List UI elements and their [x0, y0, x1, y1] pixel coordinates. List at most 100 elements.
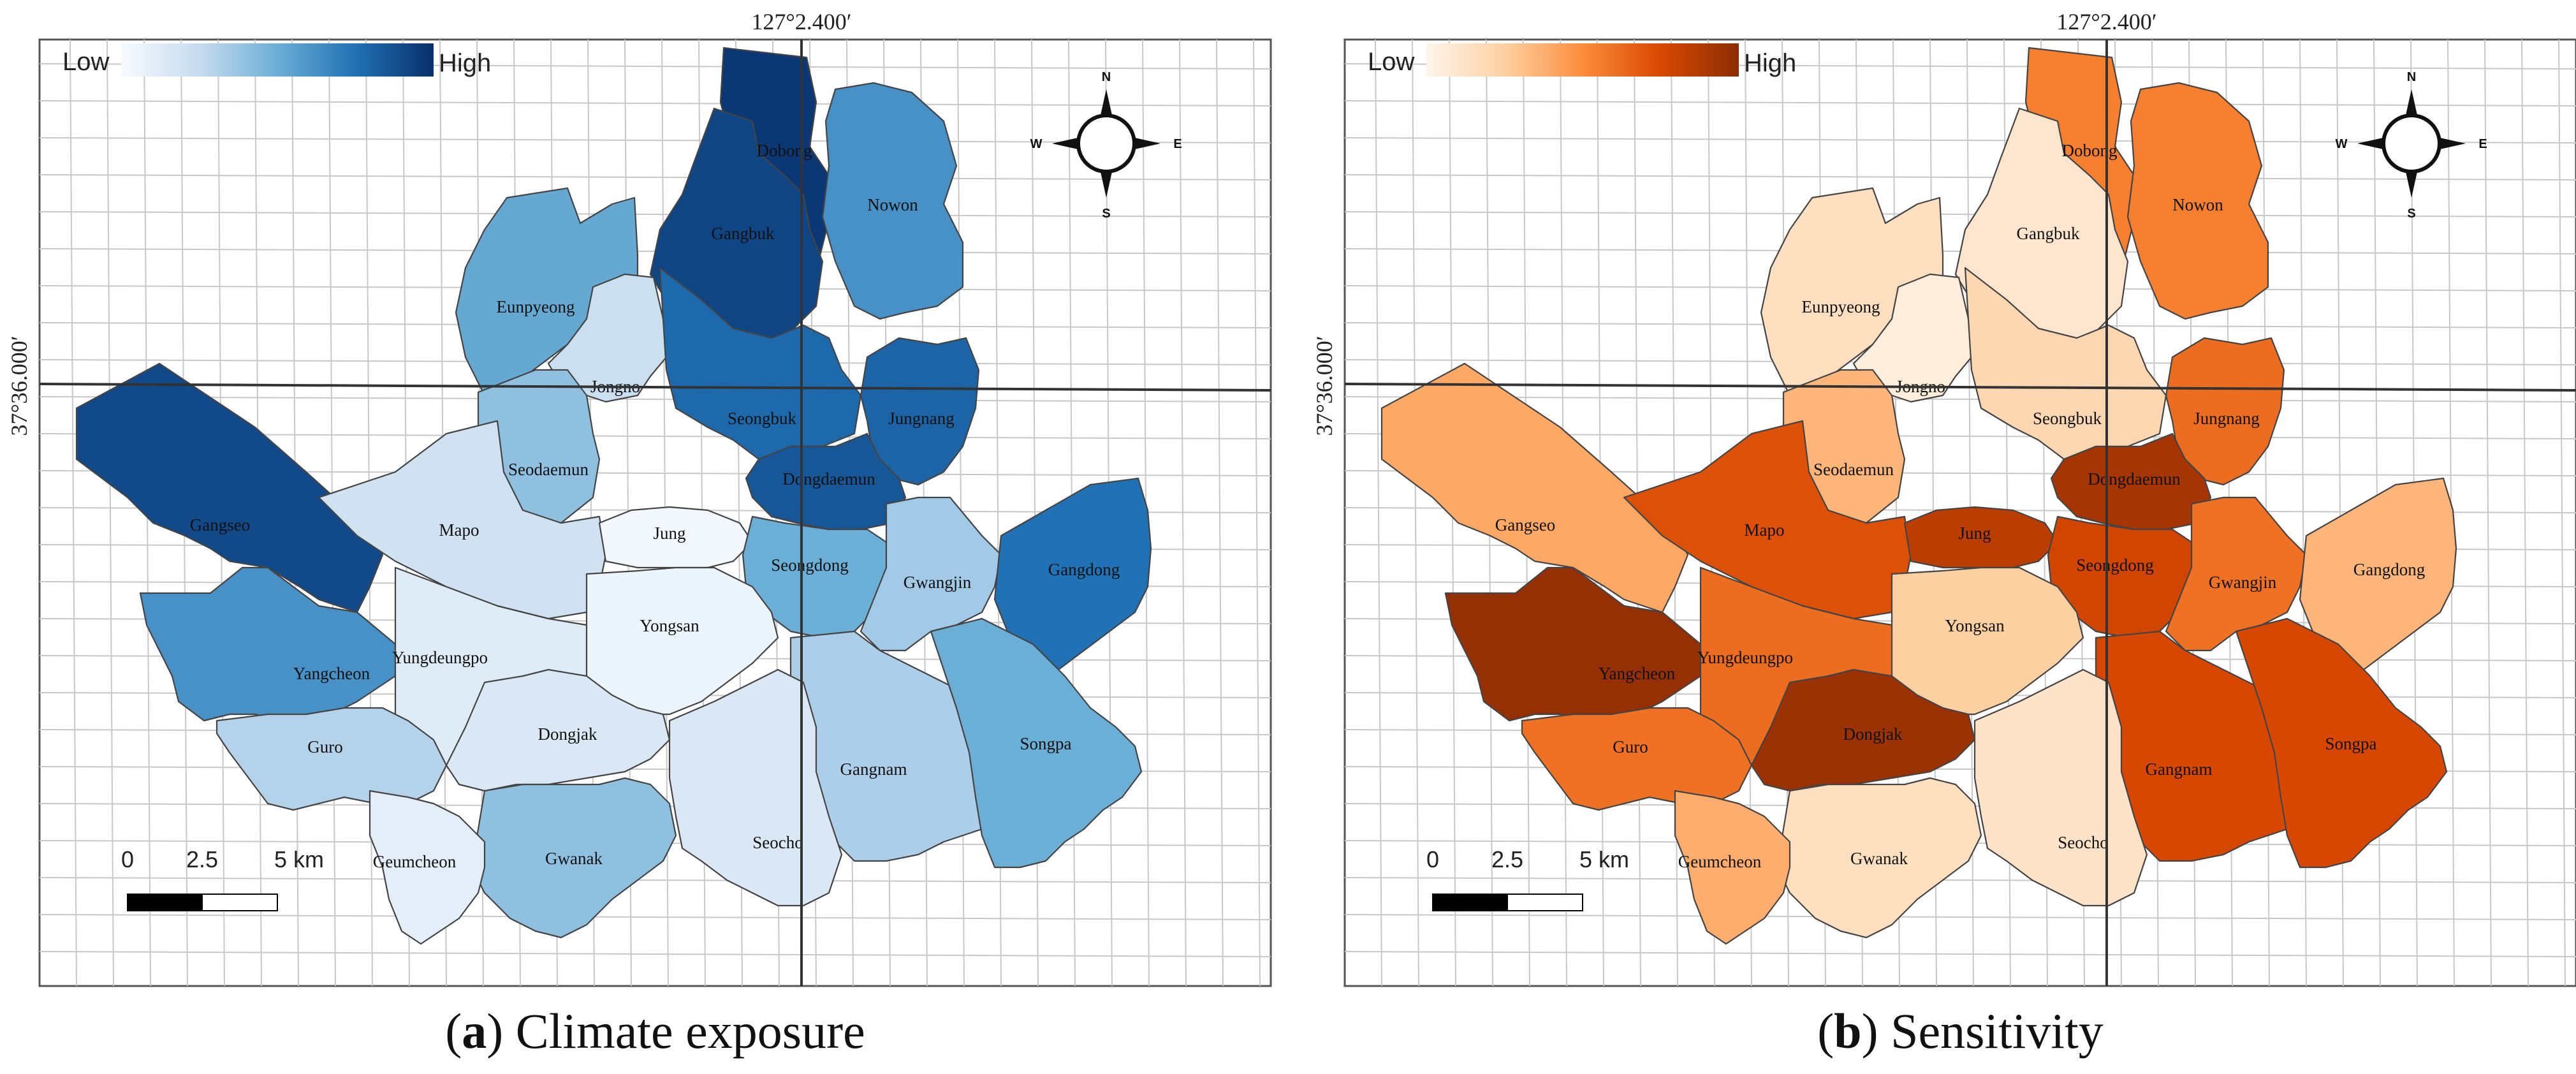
district-gwanak	[471, 777, 677, 939]
reference-lines	[1344, 40, 2576, 986]
map-canvas: DobongGangbukNowonEunpyeongJongnoSeongbu…	[6, 9, 1272, 987]
district-jongno	[1852, 273, 1973, 403]
scale-tick-label: 0	[121, 846, 134, 872]
district-label-mapo: Mapo	[1745, 520, 1785, 540]
district-label-dongdaemun: Dongdaemun	[2088, 469, 2181, 489]
scale-segment-white	[201, 894, 278, 911]
district-label-seongdong: Seongdong	[771, 555, 849, 575]
district-geumcheon	[1674, 790, 1791, 945]
district-seongbuk	[659, 267, 862, 460]
district-jung	[1903, 506, 2059, 569]
caption-letter: b	[1834, 1003, 1862, 1059]
district-label-yongsan: Yongsan	[640, 616, 699, 635]
district-label-songpa: Songpa	[1020, 734, 1072, 753]
district-gwanak	[1776, 777, 1982, 939]
district-label-jungnang: Jungnang	[888, 409, 955, 428]
district-gangseo	[75, 362, 384, 614]
district-label-gwangjin: Gwangjin	[2209, 573, 2277, 592]
district-label-gangbuk: Gangbuk	[712, 224, 775, 243]
compass-e-label: E	[1173, 137, 1182, 151]
compass-w-label: W	[2336, 137, 2348, 151]
district-label-seongbuk: Seongbuk	[728, 409, 797, 428]
district-layer	[1380, 47, 2457, 945]
district-nowon	[821, 82, 964, 320]
legend-high-label: High	[439, 49, 491, 77]
district-label-yungdeungpo: Yungdeungpo	[392, 648, 488, 667]
district-label-seongbuk: Seongbuk	[2033, 409, 2102, 428]
district-label-gangseo: Gangseo	[1495, 515, 1555, 534]
scale-segment-white	[1507, 894, 1583, 911]
district-seocho	[668, 668, 843, 907]
district-label-dobong: Dobong	[2062, 141, 2118, 160]
district-label-seocho: Seocho	[752, 833, 803, 852]
district-label-gwanak: Gwanak	[545, 849, 603, 868]
compass-rose-icon: N S W E	[1030, 70, 1182, 221]
district-seongbuk	[1964, 267, 2167, 460]
legend-low-label: Low	[62, 48, 109, 76]
scale-bar: 0 2.5 5 km	[1426, 846, 1629, 911]
compass-rose-icon: N S W E	[2336, 70, 2487, 221]
district-label-guro: Guro	[1613, 737, 1648, 756]
legend-color-ramp	[1426, 43, 1739, 77]
district-label-guro: Guro	[307, 737, 343, 756]
latitude-label: 37°36.000′	[6, 335, 32, 436]
scale-bar: 0 2.5 5 km	[121, 846, 324, 911]
district-dongjak	[445, 668, 671, 792]
longitude-label: 127°2.400′	[2056, 9, 2156, 34]
scale-segment-black	[127, 894, 203, 911]
district-label-gwangjin: Gwangjin	[904, 573, 972, 592]
caption-title: Sensitivity	[1878, 1003, 2104, 1059]
district-jung	[598, 506, 754, 569]
scale-tick-label: 2.5	[186, 846, 218, 872]
district-gangdong	[2299, 477, 2457, 684]
district-jungnang	[860, 337, 980, 486]
district-label-yungdeungpo: Yungdeungpo	[1697, 648, 1793, 667]
district-label-gwanak: Gwanak	[1850, 849, 1908, 868]
caption-sensitivity: (b) Sensitivity	[1343, 1003, 2576, 1060]
scale-tick-label: 0	[1426, 846, 1439, 872]
district-label-mapo: Mapo	[439, 520, 479, 540]
legend-color-ramp	[121, 43, 434, 77]
scale-tick-label: 2.5	[1491, 846, 1523, 872]
longitude-label: 127°2.400′	[751, 9, 851, 34]
compass-n-label: N	[1102, 70, 1111, 84]
district-layer	[75, 47, 1152, 945]
district-label-seodaemun: Seodaemun	[1813, 460, 1894, 479]
scale-segment-black	[1432, 894, 1508, 911]
latitude-line	[1344, 383, 2576, 392]
caption-paren-open: (	[445, 1003, 462, 1059]
caption-paren-open: (	[1817, 1003, 1834, 1059]
caption-title: Climate exposure	[503, 1003, 865, 1059]
district-geumcheon	[369, 790, 486, 945]
district-label-gangnam: Gangnam	[840, 760, 907, 779]
compass-s-label: S	[2407, 207, 2415, 221]
district-label-seongdong: Seongdong	[2076, 555, 2154, 575]
district-label-geumcheon: Geumcheon	[1678, 852, 1762, 871]
district-gangdong	[993, 477, 1152, 684]
map-panel-sensitivity: DobongGangbukNowonEunpyeongJongnoSeongbu…	[1312, 9, 2576, 987]
legend-high-label: High	[1744, 49, 1796, 77]
district-label-gangseo: Gangseo	[190, 515, 250, 534]
district-label-jungnang: Jungnang	[2193, 409, 2260, 428]
legend: Low High	[62, 43, 491, 77]
district-label-seodaemun: Seodaemun	[508, 460, 589, 479]
district-label-dobong: Dobong	[757, 141, 812, 160]
legend-low-label: Low	[1368, 48, 1414, 76]
district-label-nowon: Nowon	[867, 195, 918, 214]
caption-climate-exposure: (a) Climate exposure	[38, 1003, 1272, 1060]
latitude-line	[39, 383, 1271, 392]
district-gangseo	[1380, 362, 1689, 614]
district-label-gangdong: Gangdong	[1048, 560, 1120, 579]
scale-tick-label: 5 km	[274, 846, 324, 872]
scale-tick-label: 5 km	[1579, 846, 1629, 872]
district-seocho	[1973, 668, 2148, 907]
caption-paren-close: )	[1861, 1003, 1878, 1059]
district-songpa	[930, 617, 1143, 869]
district-label-dongjak: Dongjak	[538, 725, 597, 744]
district-label-nowon: Nowon	[2172, 195, 2223, 214]
district-label-gangdong: Gangdong	[2353, 560, 2425, 579]
district-label-yangcheon: Yangcheon	[1599, 664, 1676, 683]
reference-lines	[39, 40, 1271, 986]
compass-w-label: W	[1030, 137, 1043, 151]
district-nowon	[2126, 82, 2269, 320]
